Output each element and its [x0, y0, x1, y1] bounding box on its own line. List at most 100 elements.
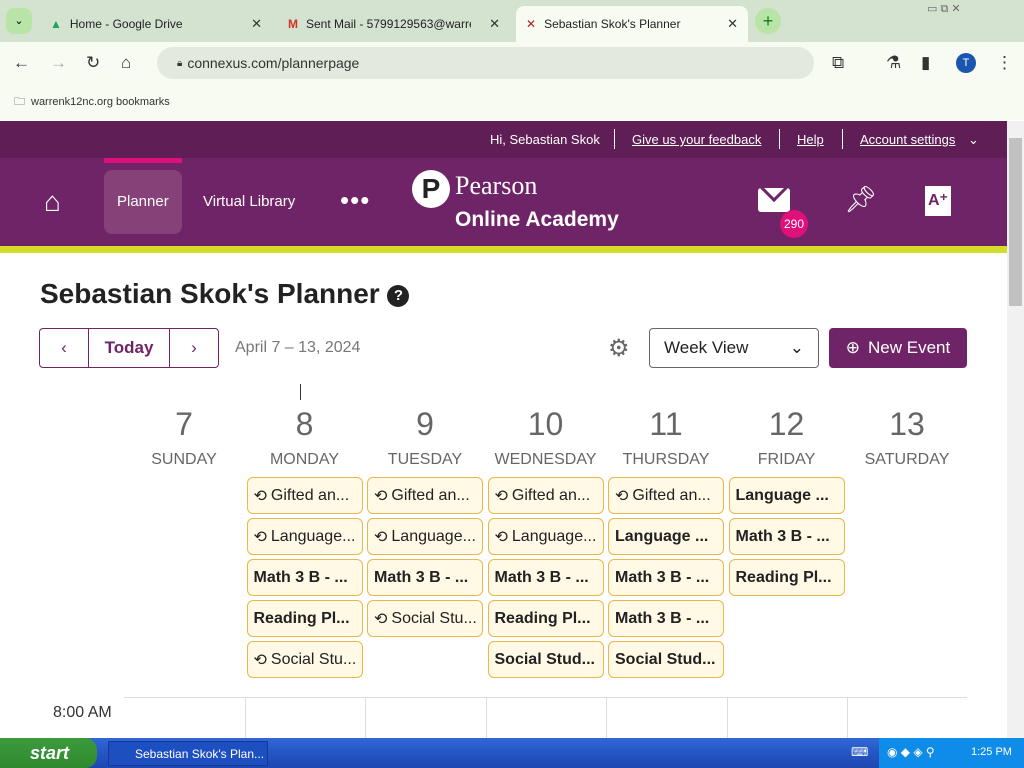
lock-icon: 🔒︎ — [177, 57, 183, 69]
chevron-down-icon: ⌄ — [968, 132, 979, 147]
new-event-button[interactable]: ⊕ New Event — [829, 328, 967, 368]
event-card[interactable]: ⟲ Gifted an... — [487, 477, 604, 514]
folder-icon: 🗀 — [14, 95, 25, 108]
day-name: THURSDAY — [622, 451, 710, 468]
tray-icons[interactable]: ◉ ◆ ◈ ⚲ — [887, 745, 935, 759]
help-icon[interactable]: ? — [387, 284, 410, 307]
event-title: Gifted an... — [391, 486, 470, 504]
nav-planner[interactable] — [104, 170, 182, 234]
settings-gear-icon[interactable]: ⚙ — [608, 335, 630, 362]
event-title: Gifted an... — [632, 486, 711, 504]
scrollbar-thumb[interactable] — [1009, 138, 1022, 306]
event-card[interactable]: Math 3 B - ... — [608, 559, 724, 596]
today-button[interactable]: Today — [88, 328, 170, 368]
back-icon[interactable]: ← — [13, 53, 30, 72]
grid-line — [606, 698, 607, 738]
account-settings-link[interactable]: Account settings — [860, 132, 956, 147]
event-title: Math 3 B - ... — [253, 568, 348, 586]
event-card[interactable]: Language ... — [728, 477, 845, 514]
event-card[interactable]: Reading Pl... — [728, 559, 845, 596]
day-name: TUESDAY — [387, 451, 463, 468]
extensions-icon[interactable]: ⧉ — [832, 53, 845, 72]
recurring-icon: ⟲ — [374, 487, 388, 505]
event-card[interactable]: ⟲ Gifted an... — [246, 477, 363, 514]
close-tab-icon[interactable]: ✕ — [489, 16, 500, 31]
profile-avatar[interactable]: T — [956, 53, 976, 73]
start-button[interactable]: start — [0, 738, 97, 768]
address-bar[interactable]: 🔒︎ connexus.com/plannerpage — [157, 47, 814, 79]
new-tab-button[interactable]: + — [755, 8, 781, 34]
event-card[interactable]: ⟲ Social Stu... — [367, 600, 483, 637]
event-title: Language ... — [735, 486, 829, 504]
event-card[interactable]: Language ... — [608, 518, 724, 555]
previous-week-button[interactable]: ‹ — [39, 328, 89, 368]
event-card[interactable]: ⟲ Social Stu... — [246, 641, 363, 678]
event-title: Math 3 B - ... — [615, 568, 710, 586]
event-title: Gifted an... — [270, 486, 350, 504]
event-title: Reading Pl... — [735, 568, 832, 586]
event-card[interactable]: ⟲ Gifted an... — [608, 477, 724, 514]
event-title: Gifted an... — [511, 486, 591, 504]
event-title: Social Stud... — [494, 650, 595, 668]
nav-virtual-library[interactable]: Virtual Library — [203, 193, 296, 210]
event-card[interactable]: Social Stud... — [487, 641, 604, 678]
event-title: Language... — [511, 527, 597, 545]
active-indicator — [104, 158, 182, 163]
feedback-link[interactable]: Give us your feedback — [632, 132, 762, 147]
home-icon[interactable]: ⌂ — [121, 53, 132, 72]
taskbar-window[interactable]: Sebastian Skok's Plan... — [108, 741, 268, 766]
keyboard-icon[interactable]: ⌨ — [851, 745, 869, 759]
mail-icon[interactable] — [758, 188, 790, 212]
day-number[interactable]: 9 — [416, 406, 434, 442]
recurring-icon: ⟲ — [374, 528, 388, 546]
event-card[interactable]: ⟲ Language... — [367, 518, 483, 555]
grid-line — [726, 698, 728, 738]
menu-icon[interactable]: ⋮ — [996, 53, 1013, 72]
event-card[interactable]: ⟲ Language... — [246, 518, 363, 555]
home-icon[interactable]: ⌂ — [44, 186, 61, 217]
event-card[interactable]: Math 3 B - ... — [608, 600, 724, 637]
day-number[interactable]: 8 — [295, 406, 314, 442]
day-number[interactable]: 11 — [649, 406, 683, 442]
day-number[interactable]: 12 — [768, 406, 805, 442]
close-tab-icon[interactable]: ✕ — [251, 16, 262, 31]
labs-icon[interactable]: ⚗ — [886, 53, 902, 72]
pin-icon[interactable]: 📌︎ — [844, 184, 878, 214]
event-card[interactable]: Math 3 B - ... — [246, 559, 363, 596]
tab-search-button[interactable]: ⌄ — [6, 8, 32, 34]
day-number[interactable]: 13 — [889, 406, 925, 442]
event-card[interactable]: ⟲ Language... — [487, 518, 604, 555]
pearson-logo-icon: P — [412, 170, 450, 208]
event-card[interactable]: Reading Pl... — [246, 600, 363, 637]
main-nav: ⌂ Planner Virtual Library ••• P Pearson … — [0, 158, 1007, 246]
event-card[interactable]: Social Stud... — [608, 641, 724, 678]
window-controls[interactable]: ▭ ⧉ ✕ — [927, 3, 961, 15]
view-select[interactable]: Week View ⌄ — [649, 328, 819, 368]
page-title: Sebastian Skok's Planner ? — [40, 278, 410, 310]
day-number[interactable]: 7 — [175, 406, 193, 442]
gmail-icon: M — [288, 17, 298, 31]
help-link[interactable]: Help — [797, 132, 824, 147]
forward-icon[interactable]: → — [50, 53, 67, 72]
bookmark-folder[interactable]: warrenk12nc.org bookmarks — [31, 96, 170, 108]
reload-icon[interactable]: ↻ — [86, 53, 101, 72]
nav-planner-label[interactable]: Planner — [117, 193, 169, 210]
grid-line — [124, 697, 967, 698]
grades-icon[interactable]: A⁺ — [925, 186, 951, 216]
recurring-icon: ⟲ — [253, 651, 267, 669]
day-number[interactable]: 10 — [527, 406, 564, 442]
more-icon[interactable]: ••• — [340, 185, 371, 215]
event-card[interactable]: Math 3 B - ... — [728, 518, 845, 555]
day-name: FRIDAY — [757, 451, 816, 468]
event-card[interactable]: ⟲ Gifted an... — [367, 477, 483, 514]
event-card[interactable]: Reading Pl... — [487, 600, 604, 637]
side-panel-icon[interactable]: ▮ — [921, 53, 931, 72]
close-tab-icon[interactable]: ✕ — [727, 16, 738, 31]
event-card[interactable]: Math 3 B - ... — [367, 559, 483, 596]
grid-line — [365, 698, 366, 738]
event-card[interactable]: Math 3 B - ... — [487, 559, 604, 596]
next-week-button[interactable]: › — [169, 328, 219, 368]
tab-planner[interactable]: ✕ Sebastian Skok's Planner ✕ — [516, 6, 748, 42]
tab-google-drive[interactable]: ▲ Home - Google Drive ✕ — [50, 16, 262, 31]
